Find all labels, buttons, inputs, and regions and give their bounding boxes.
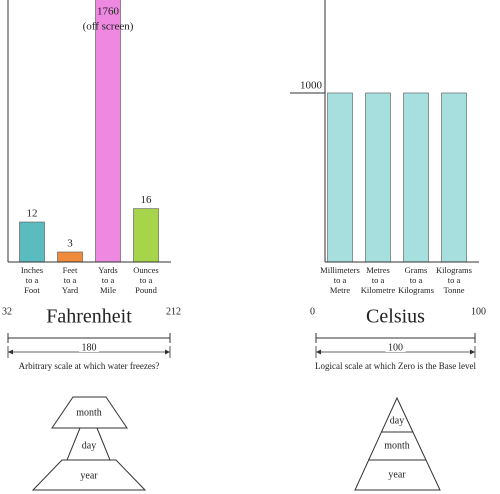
tier-label: day bbox=[390, 415, 404, 426]
x-tick-label: Kilograms to a Tonne bbox=[436, 265, 472, 295]
x-tick-label: Yards to a Mile bbox=[98, 265, 118, 295]
pyramid-tier bbox=[31, 459, 147, 491]
bar bbox=[403, 92, 429, 262]
arrowhead bbox=[470, 349, 475, 355]
bar bbox=[365, 92, 391, 262]
scale-name: Celsius bbox=[366, 306, 425, 328]
x-tick-label: Ounces to a Pound bbox=[133, 265, 159, 295]
x-tick-label: Millimeters to a Metre bbox=[320, 265, 360, 295]
bar bbox=[19, 221, 45, 262]
tier-label: month bbox=[76, 407, 102, 418]
bar bbox=[133, 208, 159, 262]
scale-end: 212 bbox=[166, 306, 181, 317]
pyramid bbox=[354, 396, 441, 491]
tier-label: day bbox=[82, 440, 96, 451]
label-bg bbox=[79, 343, 99, 352]
x-tick-label: Feet to a Yard bbox=[61, 265, 79, 295]
arrowhead bbox=[8, 349, 13, 355]
value-label: 16 bbox=[141, 194, 153, 206]
label-bg bbox=[385, 343, 406, 352]
tier-label: month bbox=[384, 440, 410, 451]
bar bbox=[57, 251, 83, 262]
scale-start: 0 bbox=[310, 306, 315, 317]
bar bbox=[441, 92, 467, 262]
scale-start: 32 bbox=[2, 306, 12, 317]
value-label: 12 bbox=[27, 208, 38, 220]
arrowhead bbox=[165, 349, 170, 355]
tier-label: year bbox=[80, 470, 98, 481]
x-tick-label: Grams to a Kilograms bbox=[398, 265, 434, 295]
pyramid-tier bbox=[51, 396, 128, 429]
scale-caption: Arbitrary scale at which water freezes? bbox=[19, 361, 160, 371]
scale-span: 100 bbox=[388, 342, 403, 353]
x-tick-label: Inches to a Foot bbox=[20, 265, 44, 295]
arrowhead bbox=[316, 349, 321, 355]
scale-span: 180 bbox=[82, 342, 97, 353]
value-label: 1760 bbox=[97, 6, 120, 18]
value-label: 3 bbox=[67, 238, 73, 250]
scale-name: Fahrenheit bbox=[46, 306, 132, 328]
bar bbox=[95, 0, 121, 262]
tier-label: year bbox=[388, 469, 406, 480]
y-tick-label: 1000 bbox=[300, 79, 323, 91]
x-tick-label: Metres to a Kilometre bbox=[360, 265, 396, 295]
scale-end: 100 bbox=[471, 306, 486, 317]
scale-caption: Logical scale at which Zero is the Base … bbox=[315, 361, 476, 371]
plot-area bbox=[19, 0, 467, 262]
bar bbox=[327, 92, 353, 262]
annotation: (off screen) bbox=[83, 21, 134, 33]
